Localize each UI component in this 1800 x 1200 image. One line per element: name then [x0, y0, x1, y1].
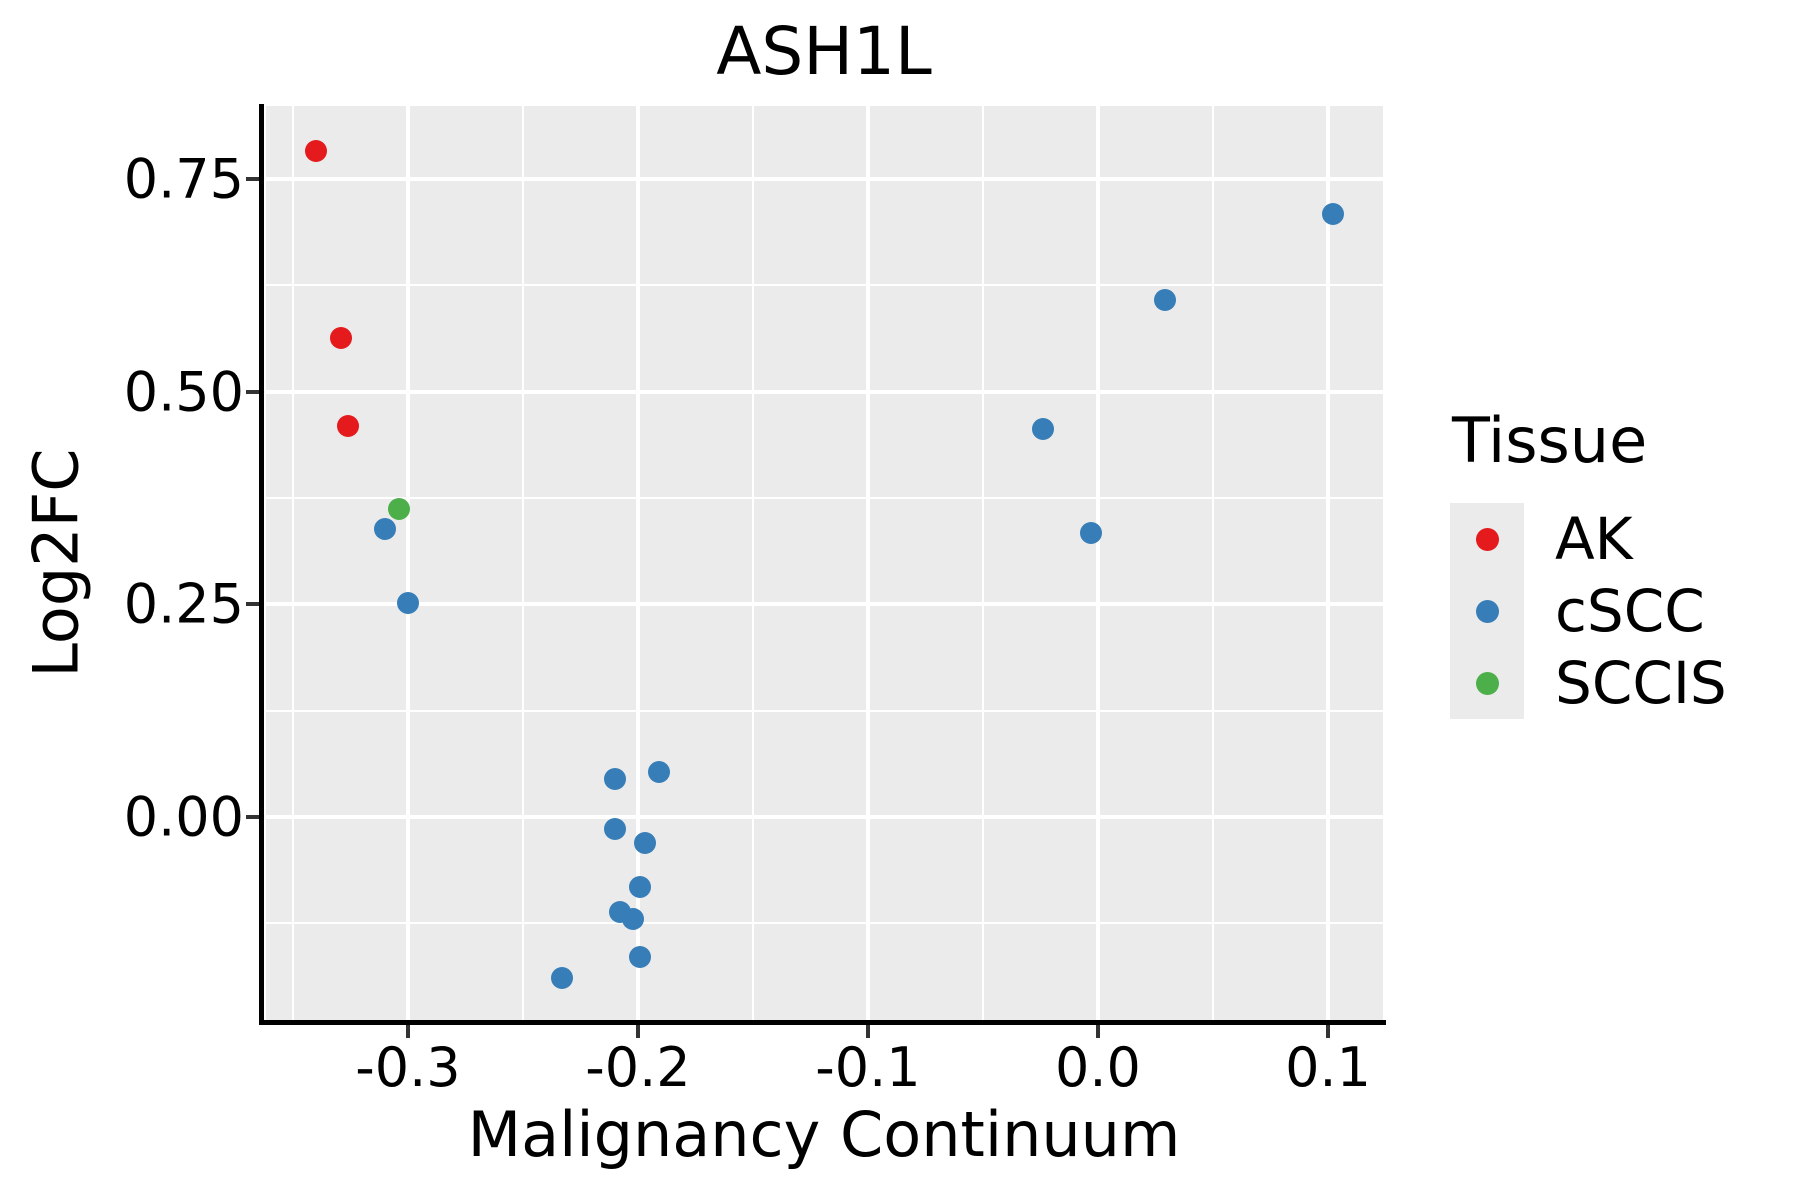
data-point-cSCC — [603, 817, 626, 840]
legend-key-box — [1450, 647, 1524, 719]
legend-entry-SCCIS: SCCIS — [1450, 647, 1727, 719]
data-point-cSCC — [629, 945, 652, 968]
x-minor-gridline — [291, 106, 294, 1020]
x-tick-mark — [635, 1025, 640, 1038]
y-tick-mark — [246, 815, 259, 820]
data-point-cSCC — [629, 875, 652, 898]
x-tick-label: 0.1 — [1285, 1036, 1371, 1099]
y-minor-gridline — [266, 709, 1383, 712]
data-point-AK — [330, 326, 353, 349]
y-tick-mark — [246, 176, 259, 181]
data-point-cSCC — [1080, 521, 1103, 544]
legend-entry-AK: AK — [1450, 503, 1727, 575]
legend: Tissue AK cSCC SCCIS — [1450, 404, 1727, 719]
legend-label-SCCIS: SCCIS — [1555, 649, 1727, 717]
x-tick-label: -0.1 — [815, 1036, 921, 1099]
x-minor-gridline — [1212, 106, 1214, 1020]
x-tick-mark — [1095, 1025, 1100, 1038]
x-tick-label: -0.3 — [355, 1036, 461, 1099]
x-major-gridline — [1095, 106, 1100, 1020]
y-major-gridline — [266, 815, 1383, 820]
plot-panel — [266, 106, 1383, 1020]
legend-key-box — [1450, 503, 1524, 575]
data-point-cSCC — [373, 517, 396, 540]
x-tick-mark — [865, 1025, 870, 1038]
data-point-cSCC — [551, 966, 574, 989]
data-point-cSCC — [1153, 288, 1176, 311]
y-tick-label: 0.75 — [123, 147, 244, 211]
data-point-AK — [304, 139, 327, 162]
x-minor-gridline — [521, 106, 524, 1020]
legend-title: Tissue — [1452, 404, 1648, 477]
y-tick-label: 0.50 — [123, 360, 244, 424]
data-point-cSCC — [1031, 417, 1054, 440]
data-point-cSCC — [608, 901, 631, 924]
x-major-gridline — [865, 106, 870, 1020]
x-axis-line — [259, 1020, 1386, 1025]
x-major-gridline — [635, 106, 640, 1020]
y-minor-gridline — [266, 284, 1383, 287]
y-major-gridline — [266, 602, 1383, 607]
data-point-AK — [337, 414, 360, 437]
x-tick-mark — [1326, 1025, 1331, 1038]
y-major-gridline — [266, 389, 1383, 394]
x-tick-mark — [405, 1025, 410, 1038]
x-minor-gridline — [981, 106, 984, 1020]
data-point-SCCIS — [387, 497, 410, 520]
legend-dot-AK — [1475, 527, 1499, 551]
x-minor-gridline — [751, 106, 754, 1020]
data-point-cSCC — [633, 832, 656, 855]
x-tick-label: -0.2 — [585, 1036, 691, 1099]
y-minor-gridline — [266, 496, 1383, 499]
legend-label-cSCC: cSCC — [1555, 577, 1705, 645]
plot-title: ASH1L — [716, 13, 932, 90]
y-tick-label: 0.25 — [123, 572, 244, 636]
legend-dot-cSCC — [1475, 599, 1499, 623]
legend-entries: AK cSCC SCCIS — [1450, 503, 1727, 719]
y-tick-mark — [246, 389, 259, 394]
legend-key-box — [1450, 575, 1524, 647]
x-major-gridline — [405, 106, 410, 1020]
y-tick-mark — [246, 602, 259, 607]
data-point-cSCC — [396, 592, 419, 615]
x-major-gridline — [1326, 106, 1331, 1020]
y-tick-label: 0.00 — [123, 785, 244, 849]
legend-dot-SCCIS — [1475, 671, 1499, 695]
data-point-cSCC — [1321, 202, 1344, 225]
data-point-cSCC — [647, 760, 670, 783]
legend-label-AK: AK — [1555, 505, 1633, 573]
x-axis-title: Malignancy Continuum — [467, 1098, 1181, 1171]
x-tick-label: 0.0 — [1055, 1036, 1141, 1099]
y-major-gridline — [266, 176, 1383, 181]
y-axis-line — [259, 104, 264, 1025]
legend-entry-cSCC: cSCC — [1450, 575, 1727, 647]
y-minor-gridline — [266, 922, 1383, 925]
y-axis-title: Log2FC — [19, 448, 93, 678]
data-point-cSCC — [603, 767, 626, 790]
